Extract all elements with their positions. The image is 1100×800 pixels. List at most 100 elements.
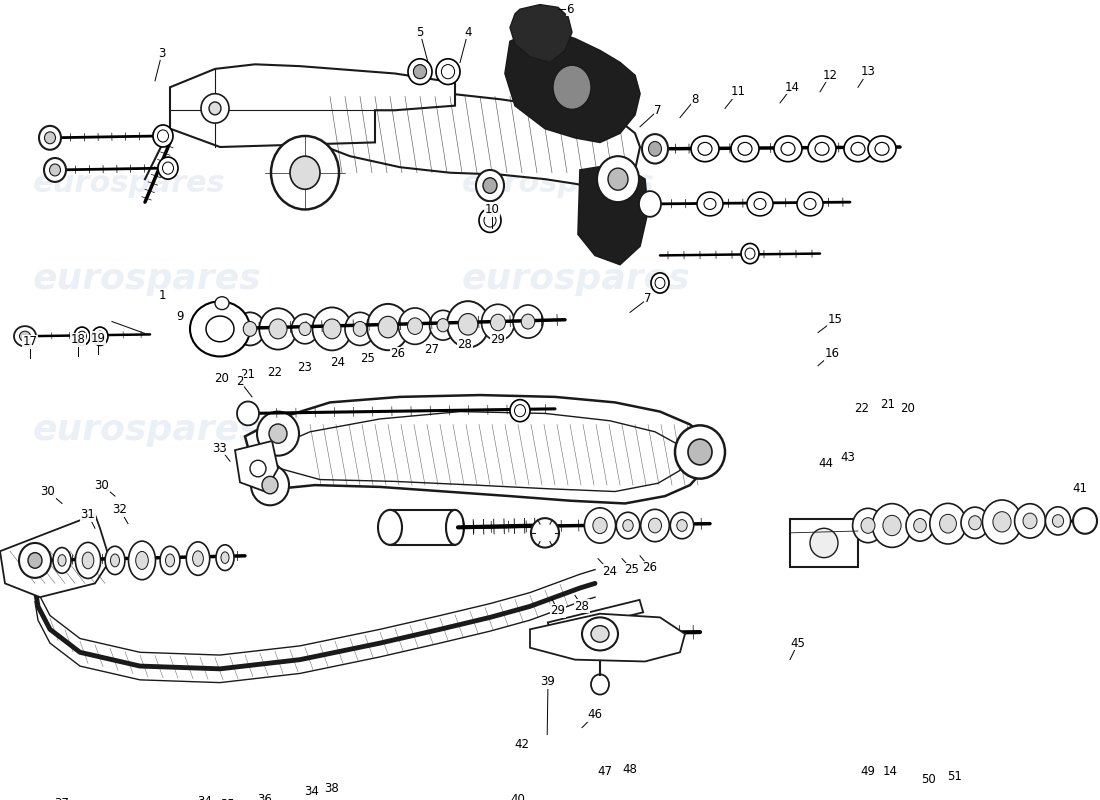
Ellipse shape [39,126,60,150]
Ellipse shape [804,198,816,210]
Ellipse shape [157,130,168,142]
Ellipse shape [521,314,535,329]
Ellipse shape [781,142,795,155]
Text: 26: 26 [642,562,658,574]
Ellipse shape [883,515,901,536]
Ellipse shape [378,510,402,545]
Ellipse shape [408,58,432,85]
Polygon shape [230,92,640,188]
Text: eurospares: eurospares [33,262,262,296]
Text: 49: 49 [860,766,876,778]
Ellipse shape [993,512,1011,532]
Ellipse shape [930,503,966,544]
Text: 50: 50 [921,773,935,786]
Text: 15: 15 [827,314,843,326]
Text: eurospares: eurospares [33,170,226,198]
Text: 10: 10 [485,203,499,216]
Ellipse shape [1053,514,1064,527]
Polygon shape [578,163,648,265]
Text: 37: 37 [55,798,69,800]
Ellipse shape [216,545,234,570]
Ellipse shape [1014,504,1045,538]
Text: 22: 22 [267,366,283,378]
Ellipse shape [593,518,607,534]
Ellipse shape [323,319,341,339]
Text: 44: 44 [818,458,834,470]
Ellipse shape [367,304,409,350]
Ellipse shape [214,297,229,310]
Text: 22: 22 [855,402,869,415]
Text: 7: 7 [645,292,651,305]
Text: 8: 8 [691,93,698,106]
Text: 33: 33 [212,442,228,455]
Ellipse shape [732,136,759,162]
Ellipse shape [584,508,616,543]
Ellipse shape [28,553,42,568]
Ellipse shape [345,312,375,346]
Ellipse shape [810,528,838,558]
Ellipse shape [591,674,609,694]
Text: 20: 20 [214,372,230,385]
Ellipse shape [161,546,180,574]
Ellipse shape [44,158,66,182]
Ellipse shape [165,554,175,567]
Text: 46: 46 [587,708,603,722]
Ellipse shape [257,411,299,456]
Ellipse shape [163,162,174,174]
Text: 42: 42 [515,738,529,750]
Text: 21: 21 [880,398,895,410]
Ellipse shape [459,314,477,335]
Ellipse shape [961,507,989,538]
Ellipse shape [58,554,66,566]
Ellipse shape [429,310,456,340]
Ellipse shape [982,500,1022,544]
Ellipse shape [531,518,559,547]
Text: 38: 38 [324,782,340,794]
Text: 4: 4 [464,26,472,38]
Text: 7: 7 [654,104,662,117]
Ellipse shape [741,243,759,264]
Polygon shape [505,27,640,142]
Text: eurospares: eurospares [462,413,691,447]
Ellipse shape [738,142,752,155]
Text: 29: 29 [491,334,506,346]
Ellipse shape [654,278,664,289]
Ellipse shape [44,132,55,144]
Polygon shape [245,395,710,503]
Ellipse shape [745,248,755,259]
Ellipse shape [262,476,278,494]
Text: 43: 43 [840,451,856,464]
Ellipse shape [754,198,766,210]
Text: 18: 18 [70,334,86,346]
Ellipse shape [597,156,639,202]
Ellipse shape [872,504,912,547]
Ellipse shape [74,327,90,346]
Polygon shape [235,441,278,491]
Ellipse shape [270,319,287,339]
Text: 32: 32 [112,503,128,516]
Ellipse shape [299,322,311,335]
Text: 48: 48 [623,763,637,776]
Text: 23: 23 [298,361,312,374]
Ellipse shape [861,518,875,534]
Ellipse shape [582,618,618,650]
Bar [548,600,643,635]
Text: 27: 27 [425,342,440,356]
Text: 24: 24 [603,565,617,578]
Ellipse shape [939,514,956,533]
Ellipse shape [491,314,506,330]
Text: 26: 26 [390,347,406,360]
Ellipse shape [510,400,530,422]
Text: 34: 34 [305,786,319,798]
Text: 16: 16 [825,347,839,360]
Ellipse shape [808,136,836,162]
Ellipse shape [78,331,87,342]
Text: 11: 11 [730,86,746,98]
Text: 9: 9 [176,310,184,323]
Ellipse shape [478,209,500,233]
Ellipse shape [441,65,454,78]
Ellipse shape [96,331,104,342]
Ellipse shape [186,542,210,575]
Ellipse shape [407,318,422,334]
Ellipse shape [353,322,366,336]
